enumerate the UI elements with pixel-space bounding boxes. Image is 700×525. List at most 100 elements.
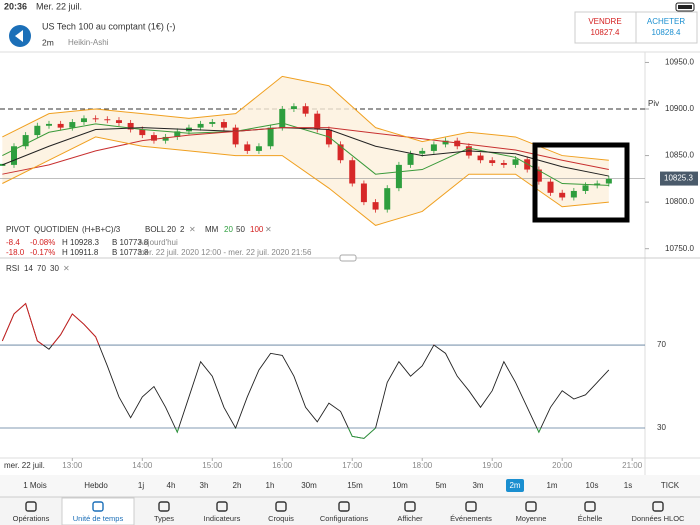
rsi-line-overbought	[1, 302, 435, 345]
x-tick-label: 19:00	[482, 461, 503, 470]
candle	[559, 192, 566, 198]
tab-label[interactable]: Données HLOC	[632, 514, 686, 523]
timeframe-button[interactable]: 30m	[301, 481, 317, 490]
buy-price: 10828.4	[652, 28, 681, 37]
tab-icon	[158, 501, 170, 512]
pivot-label: Piv	[648, 99, 659, 108]
panel-resize-handle[interactable]	[339, 254, 357, 262]
candle	[372, 202, 379, 210]
timeframe-button[interactable]: 1 Mois	[23, 481, 47, 490]
x-tick-label: 17:00	[342, 461, 363, 470]
candle	[92, 118, 99, 120]
candle	[489, 160, 496, 164]
timeframe-button[interactable]: 1j	[138, 481, 144, 490]
tab-label[interactable]: Moyenne	[516, 514, 547, 523]
x-tick-label: 20:00	[552, 461, 573, 470]
timeframe-button[interactable]: 3h	[200, 481, 209, 490]
candle	[22, 135, 29, 147]
candle	[384, 188, 391, 210]
candle	[419, 150, 426, 154]
candle	[127, 122, 134, 130]
timeframe-button[interactable]: TICK	[661, 481, 680, 490]
status-time: 20:36	[4, 1, 27, 11]
rsi-upper: 70	[37, 264, 46, 273]
timeframe-button[interactable]: 10s	[586, 481, 599, 490]
legend-value: H 10928.3	[62, 238, 99, 247]
candle	[290, 106, 297, 110]
candle	[45, 123, 52, 126]
legend-pivot-name: QUOTIDIEN	[34, 225, 79, 234]
buy-label: ACHETER	[647, 17, 685, 26]
x-tick-label: 18:00	[412, 461, 433, 470]
tab-label[interactable]: Unité de temps	[73, 514, 124, 523]
y-tick-label: 10950.0	[665, 58, 694, 67]
timeframe-button[interactable]: 5m	[435, 481, 446, 490]
y-tick-label: 10800.0	[665, 197, 694, 206]
legend-value: B 10773.8	[112, 238, 149, 247]
legend-pivot: PIVOT	[6, 225, 30, 234]
tab-icon	[275, 501, 287, 512]
candle	[139, 129, 146, 136]
candle	[162, 136, 169, 141]
timeframe-button[interactable]: 1m	[546, 481, 557, 490]
candle	[477, 155, 484, 161]
timeframe-button[interactable]: 10m	[392, 481, 408, 490]
legend-value: -0.08%	[30, 238, 55, 247]
bollinger-fill	[2, 76, 609, 226]
legend-value: mer. 22 juil. 2020 12:00 - mer. 22 juil.…	[138, 248, 312, 257]
legend-boll: BOLL	[145, 225, 166, 234]
last-price-tag	[660, 171, 698, 186]
legend-mm3: 100	[250, 225, 264, 234]
timeframe-button[interactable]: 15m	[347, 481, 363, 490]
candle	[512, 159, 519, 165]
timeframe-button[interactable]: Hebdo	[84, 481, 108, 490]
legend-value: Aujourd'hui	[138, 238, 178, 247]
x-tick-label: 16:00	[272, 461, 293, 470]
rsi-line	[1, 302, 610, 439]
candle	[10, 146, 17, 165]
candle	[349, 160, 356, 184]
tab-label[interactable]: Échelle	[578, 514, 603, 523]
tab-icon	[465, 501, 477, 512]
tab-label[interactable]: Événements	[450, 514, 492, 523]
tab-icon	[92, 501, 104, 512]
sell-button[interactable]	[574, 11, 637, 44]
tab-label[interactable]: Indicateurs	[204, 514, 241, 523]
price-panel: 10950.0 10900.0 10850.0 10800.0 10750.0 Piv 10…	[0, 58, 698, 253]
indicator-line	[2, 127, 609, 175]
rsi-title: RSI	[6, 264, 19, 273]
back-icon	[15, 30, 23, 42]
timeframe-button[interactable]: 2m	[509, 481, 520, 490]
status-date: Mer. 22 juil.	[36, 1, 82, 11]
candle	[535, 169, 542, 182]
legend-close: ✕	[265, 225, 272, 234]
tab-label[interactable]: Opérations	[13, 514, 50, 523]
candle	[255, 146, 262, 151]
indicator-line	[2, 122, 609, 186]
tab-icon	[652, 501, 664, 512]
legend-close: ✕	[189, 225, 196, 234]
legend-boll-dev: 2	[180, 225, 185, 234]
candle	[442, 140, 449, 145]
interval: 2m	[42, 37, 54, 47]
tab-label[interactable]: Configurations	[320, 514, 369, 523]
timeframe-buttons: 1 Mois Hebdo 1j 4h 3h 2h 1h 30m 15m 10m 5m 3m 2m 1m 10…	[23, 479, 680, 492]
battery-level	[678, 5, 692, 9]
rsi-period: 14	[24, 264, 33, 273]
y-tick-label: 10750.0	[665, 244, 694, 253]
timeframe-button[interactable]: 2h	[233, 481, 242, 490]
tab-label[interactable]: Croquis	[268, 514, 294, 523]
timeframe-button[interactable]: 1h	[266, 481, 275, 490]
timeframe-button[interactable]: 1s	[624, 481, 632, 490]
tabs: Opérations Unité de temps Types Indicateurs…	[13, 497, 686, 525]
tab-icon	[584, 501, 596, 512]
legend-value: -0.17%	[30, 248, 55, 257]
chart-style: Heikin-Ashi	[68, 38, 109, 47]
buy-button[interactable]	[635, 11, 698, 44]
tab-label[interactable]: Types	[154, 514, 174, 523]
tab-label[interactable]: Afficher	[397, 514, 423, 523]
timeframe-button[interactable]: 3m	[472, 481, 483, 490]
timeframe-button[interactable]: 4h	[167, 481, 176, 490]
